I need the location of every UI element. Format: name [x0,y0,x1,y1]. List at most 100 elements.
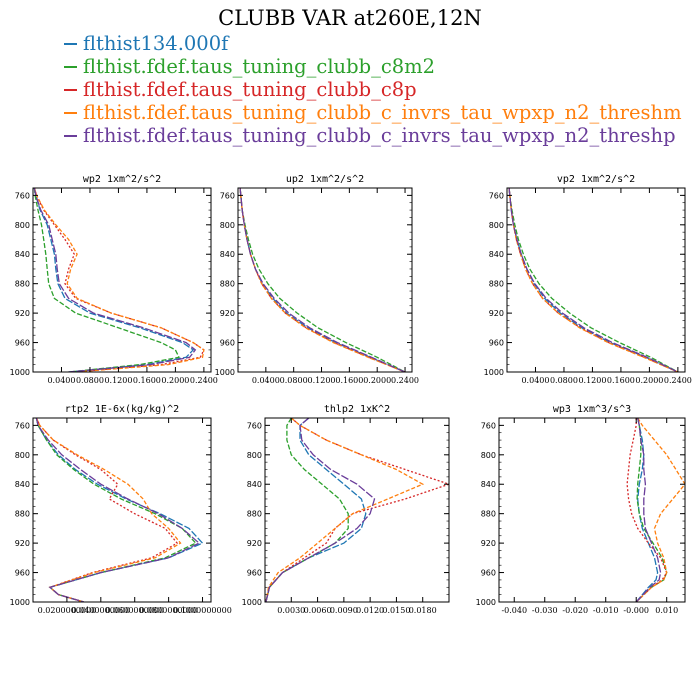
x-tick-label: 0.0400000000 [72,606,131,615]
y-tick-label: 1000 [10,598,30,607]
legend-label: flthist134.000f [83,32,229,55]
y-tick-label: 1000 [242,598,262,607]
series-line [239,188,406,372]
x-tick-label: 0.0030 [277,606,305,615]
y-tick-label: 840 [15,250,30,259]
x-tick-label: 0.0600000000 [105,606,164,615]
series-line [239,188,406,372]
y-tick-label: 800 [247,451,262,460]
page-title: CLUBB VAR at260E,12N [218,6,482,30]
series-line [626,418,668,602]
x-tick-label: 0.2000 [363,376,391,385]
legend-swatch [64,88,77,91]
x-tick-label: 0.1600 [133,376,161,385]
x-tick-label: 0.0120 [356,606,384,615]
series-line [508,188,679,372]
y-tick-label: 800 [15,221,30,230]
x-tick-label: 0.2400 [664,376,692,385]
y-tick-label: 800 [489,221,504,230]
y-tick-label: 840 [247,480,262,489]
series-line [635,418,662,602]
legend-swatch [64,42,77,45]
series-line [33,188,195,372]
y-tick-label: 840 [489,250,504,259]
series-line [239,188,406,372]
legend-label: flthist.fdef.taus_tuning_clubb_c_invrs_t… [83,124,676,147]
legend-item: flthist.fdef.taus_tuning_clubb_c8m2 [64,55,682,78]
y-tick-label: 760 [15,191,30,200]
y-tick-label: 960 [220,339,235,348]
panel: wp3 1xm^3/s^3 760 800 840 880 920 960 1000 -0.04… [476,404,686,615]
x-tick-label: 0.0200000000 [38,606,97,615]
y-tick-label: 840 [15,480,30,489]
y-tick-label: 760 [481,421,496,430]
y-tick-label: 960 [489,339,504,348]
x-tick-label: 0.1200 [308,376,336,385]
series-line [635,418,668,602]
x-tick-label: 0.1600 [607,376,635,385]
x-tick-label: -0.010 [593,606,619,615]
y-tick-label: 760 [247,421,262,430]
panel-title: up2 1xm^2/s^2 [286,174,364,185]
x-tick-label: 0.0800 [550,376,578,385]
x-tick-label: -0.030 [532,606,558,615]
legend-item: flthist.fdef.taus_tuning_clubb_c_invrs_t… [64,101,682,124]
panel: vp2 1xm^2/s^2 760 800 840 880 920 960 1000 0.040… [484,174,692,385]
series-line [239,188,406,372]
x-tick-label: 0.0150 [382,606,410,615]
legend: flthist134.000f flthist.fdef.taus_tuning… [64,32,682,147]
legend-item: flthist134.000f [64,32,682,55]
x-tick-label: 0.0400 [47,376,75,385]
plot-frame [32,187,212,373]
y-tick-label: 920 [489,309,504,318]
y-tick-label: 800 [220,221,235,230]
x-tick-label: 0.0800 [76,376,104,385]
panel-title: wp2 1xm^2/s^2 [83,174,161,185]
x-tick-label: -0.020 [562,606,588,615]
x-tick-label: 0.0800 [280,376,308,385]
x-tick-label: 0.0180 [409,606,437,615]
legend-item: flthist.fdef.taus_tuning_clubb_c_invrs_t… [64,124,682,147]
x-tick-label: 0.2000 [635,376,663,385]
x-tick-label: 0.0060 [304,606,332,615]
x-tick-label: -0.000 [623,606,649,615]
y-tick-label: 880 [481,510,496,519]
y-tick-label: 760 [15,421,30,430]
x-tick-label: 0.0090 [330,606,358,615]
series-line [35,418,197,602]
x-tick-label: 0.2400 [190,376,218,385]
plot-frame [32,417,212,603]
legend-swatch [64,134,77,137]
y-tick-label: 760 [489,191,504,200]
series-line [265,418,376,602]
y-tick-label: 920 [15,539,30,548]
y-tick-label: 800 [15,451,30,460]
panel: wp2 1xm^2/s^2 760 800 840 880 920 960 1000 0.040… [10,174,218,385]
series-line [33,188,197,372]
series-line [508,188,679,372]
x-tick-label: 0.2000 [161,376,189,385]
y-tick-label: 1000 [476,598,496,607]
x-tick-label: 0.0400 [252,376,280,385]
y-tick-label: 920 [247,539,262,548]
y-tick-label: 960 [247,569,262,578]
panel-title: wp3 1xm^3/s^3 [553,404,631,415]
x-tick-label: 0.2400 [391,376,419,385]
panel: up2 1xm^2/s^2 760 800 840 880 920 960 1000 0.040… [215,174,419,385]
series-line [35,418,179,602]
x-tick-label: -0.040 [501,606,527,615]
series-line [33,188,180,372]
y-tick-label: 920 [481,539,496,548]
y-tick-label: 800 [481,451,496,460]
y-tick-label: 1000 [215,368,235,377]
y-tick-label: 960 [15,569,30,578]
y-tick-label: 920 [15,309,30,318]
series-line [35,418,201,602]
series-line [33,188,205,372]
y-tick-label: 960 [481,569,496,578]
series-line [35,418,182,602]
plot-frame [237,187,413,373]
series-line [265,418,349,602]
series-line [239,188,406,372]
